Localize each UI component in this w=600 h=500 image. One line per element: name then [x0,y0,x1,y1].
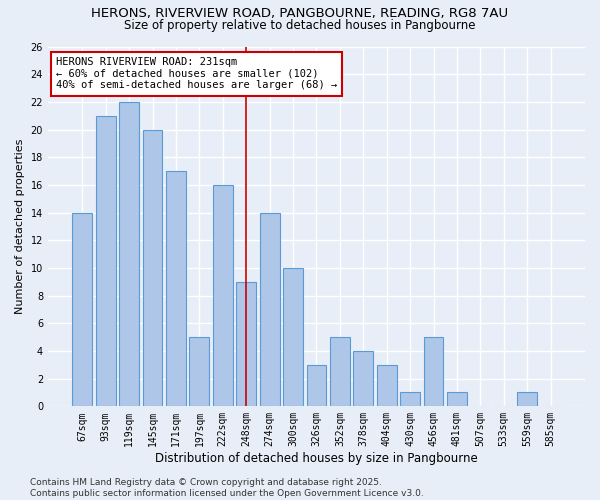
Bar [143,130,163,406]
Text: Contains HM Land Registry data © Crown copyright and database right 2025.
Contai: Contains HM Land Registry data © Crown c… [30,478,424,498]
Y-axis label: Number of detached properties: Number of detached properties [15,138,25,314]
Bar [260,212,280,406]
Bar [447,392,467,406]
Bar [517,392,537,406]
Bar [166,171,186,406]
Bar [424,337,443,406]
Bar [377,365,397,406]
Bar [119,102,139,406]
Text: HERONS RIVERVIEW ROAD: 231sqm
← 60% of detached houses are smaller (102)
40% of : HERONS RIVERVIEW ROAD: 231sqm ← 60% of d… [56,58,337,90]
Bar [236,282,256,406]
Bar [400,392,420,406]
Bar [353,351,373,406]
Bar [213,185,233,406]
Bar [283,268,303,406]
Bar [73,212,92,406]
Bar [96,116,116,406]
Bar [190,337,209,406]
Bar [307,365,326,406]
Text: Size of property relative to detached houses in Pangbourne: Size of property relative to detached ho… [124,18,476,32]
Text: HERONS, RIVERVIEW ROAD, PANGBOURNE, READING, RG8 7AU: HERONS, RIVERVIEW ROAD, PANGBOURNE, READ… [91,8,509,20]
Bar [330,337,350,406]
X-axis label: Distribution of detached houses by size in Pangbourne: Distribution of detached houses by size … [155,452,478,465]
